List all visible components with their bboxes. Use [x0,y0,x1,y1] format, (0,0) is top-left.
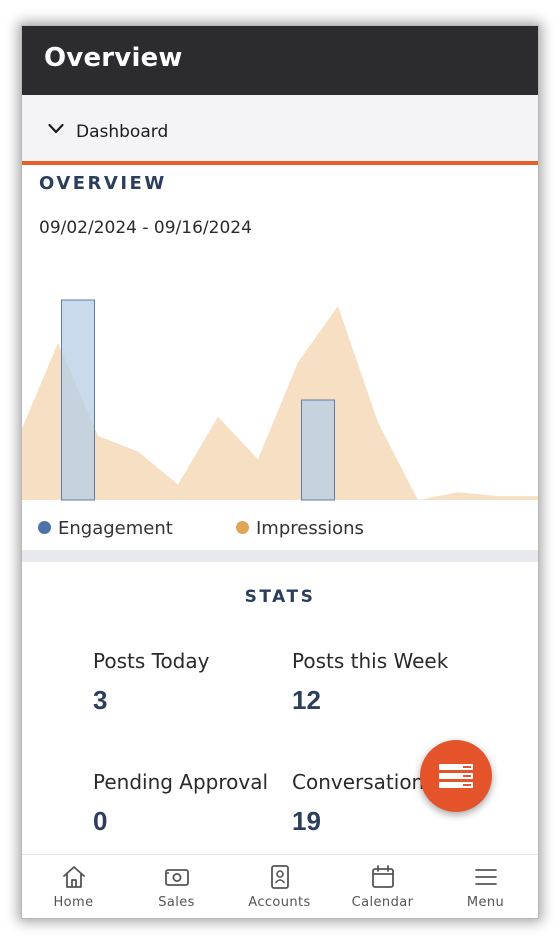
stat-pending-approval: Pending Approval 0 [93,770,268,837]
legend-item-impressions: Impressions [236,518,364,539]
nav-calendar[interactable]: Calendar [331,855,434,918]
hamburger-icon [475,869,497,885]
nav-label: Home [53,895,94,910]
cash-icon [165,869,189,886]
dashboard-selector[interactable]: Dashboard [22,95,538,165]
bottom-navigation: Home Sales Accounts [22,854,538,918]
nav-menu[interactable]: Menu [434,855,537,918]
stat-posts-today: Posts Today 3 [93,649,209,716]
impressions-area [22,306,538,500]
overview-heading: OVERVIEW [39,173,167,194]
stat-label: Pending Approval [93,770,269,794]
legend-item-engagement: Engagement [38,518,173,539]
stacked-menu-icon [439,764,473,788]
home-icon [63,866,85,888]
nav-sales[interactable]: Sales [125,855,228,918]
quick-actions-button[interactable] [420,740,492,812]
dashboard-selector-label: Dashboard [76,122,169,142]
stats-heading: STATS [244,587,316,607]
nav-accounts[interactable]: Accounts [228,855,331,918]
stat-label: Conversations [292,770,435,794]
legend-dot-engagement [38,520,51,534]
app-screen: Overview Dashboard OVERVIEW 09/02/2024 -… [22,26,538,918]
engagement-bar [61,299,95,501]
legend-label-impressions: Impressions [256,518,364,539]
engagement-bar [301,399,335,501]
nav-home[interactable]: Home [22,855,125,918]
stat-label: Posts Today [93,649,210,673]
date-range: 09/02/2024 - 09/16/2024 [39,218,252,238]
stat-posts-week: Posts this Week 12 [292,649,448,716]
stat-value: 3 [93,685,108,715]
stat-label: Posts this Week [292,649,449,673]
stat-value: 0 [93,806,108,836]
calendar-icon [372,865,394,888]
stat-conversations: Conversations 19 [292,770,435,837]
nav-label: Calendar [351,895,414,910]
nav-label: Menu [466,895,505,910]
overview-chart [22,299,538,501]
nav-label: Sales [158,895,195,910]
nav-label: Accounts [248,895,311,910]
contact-card-icon [271,865,289,889]
legend-dot-impressions [236,520,249,534]
stat-value: 12 [292,685,321,715]
section-divider [22,550,538,562]
legend-label-engagement: Engagement [58,518,173,539]
stat-value: 19 [292,806,321,836]
page-title: Overview [44,43,183,73]
chevron-down-icon [48,123,64,134]
app-header: Overview [22,26,538,95]
